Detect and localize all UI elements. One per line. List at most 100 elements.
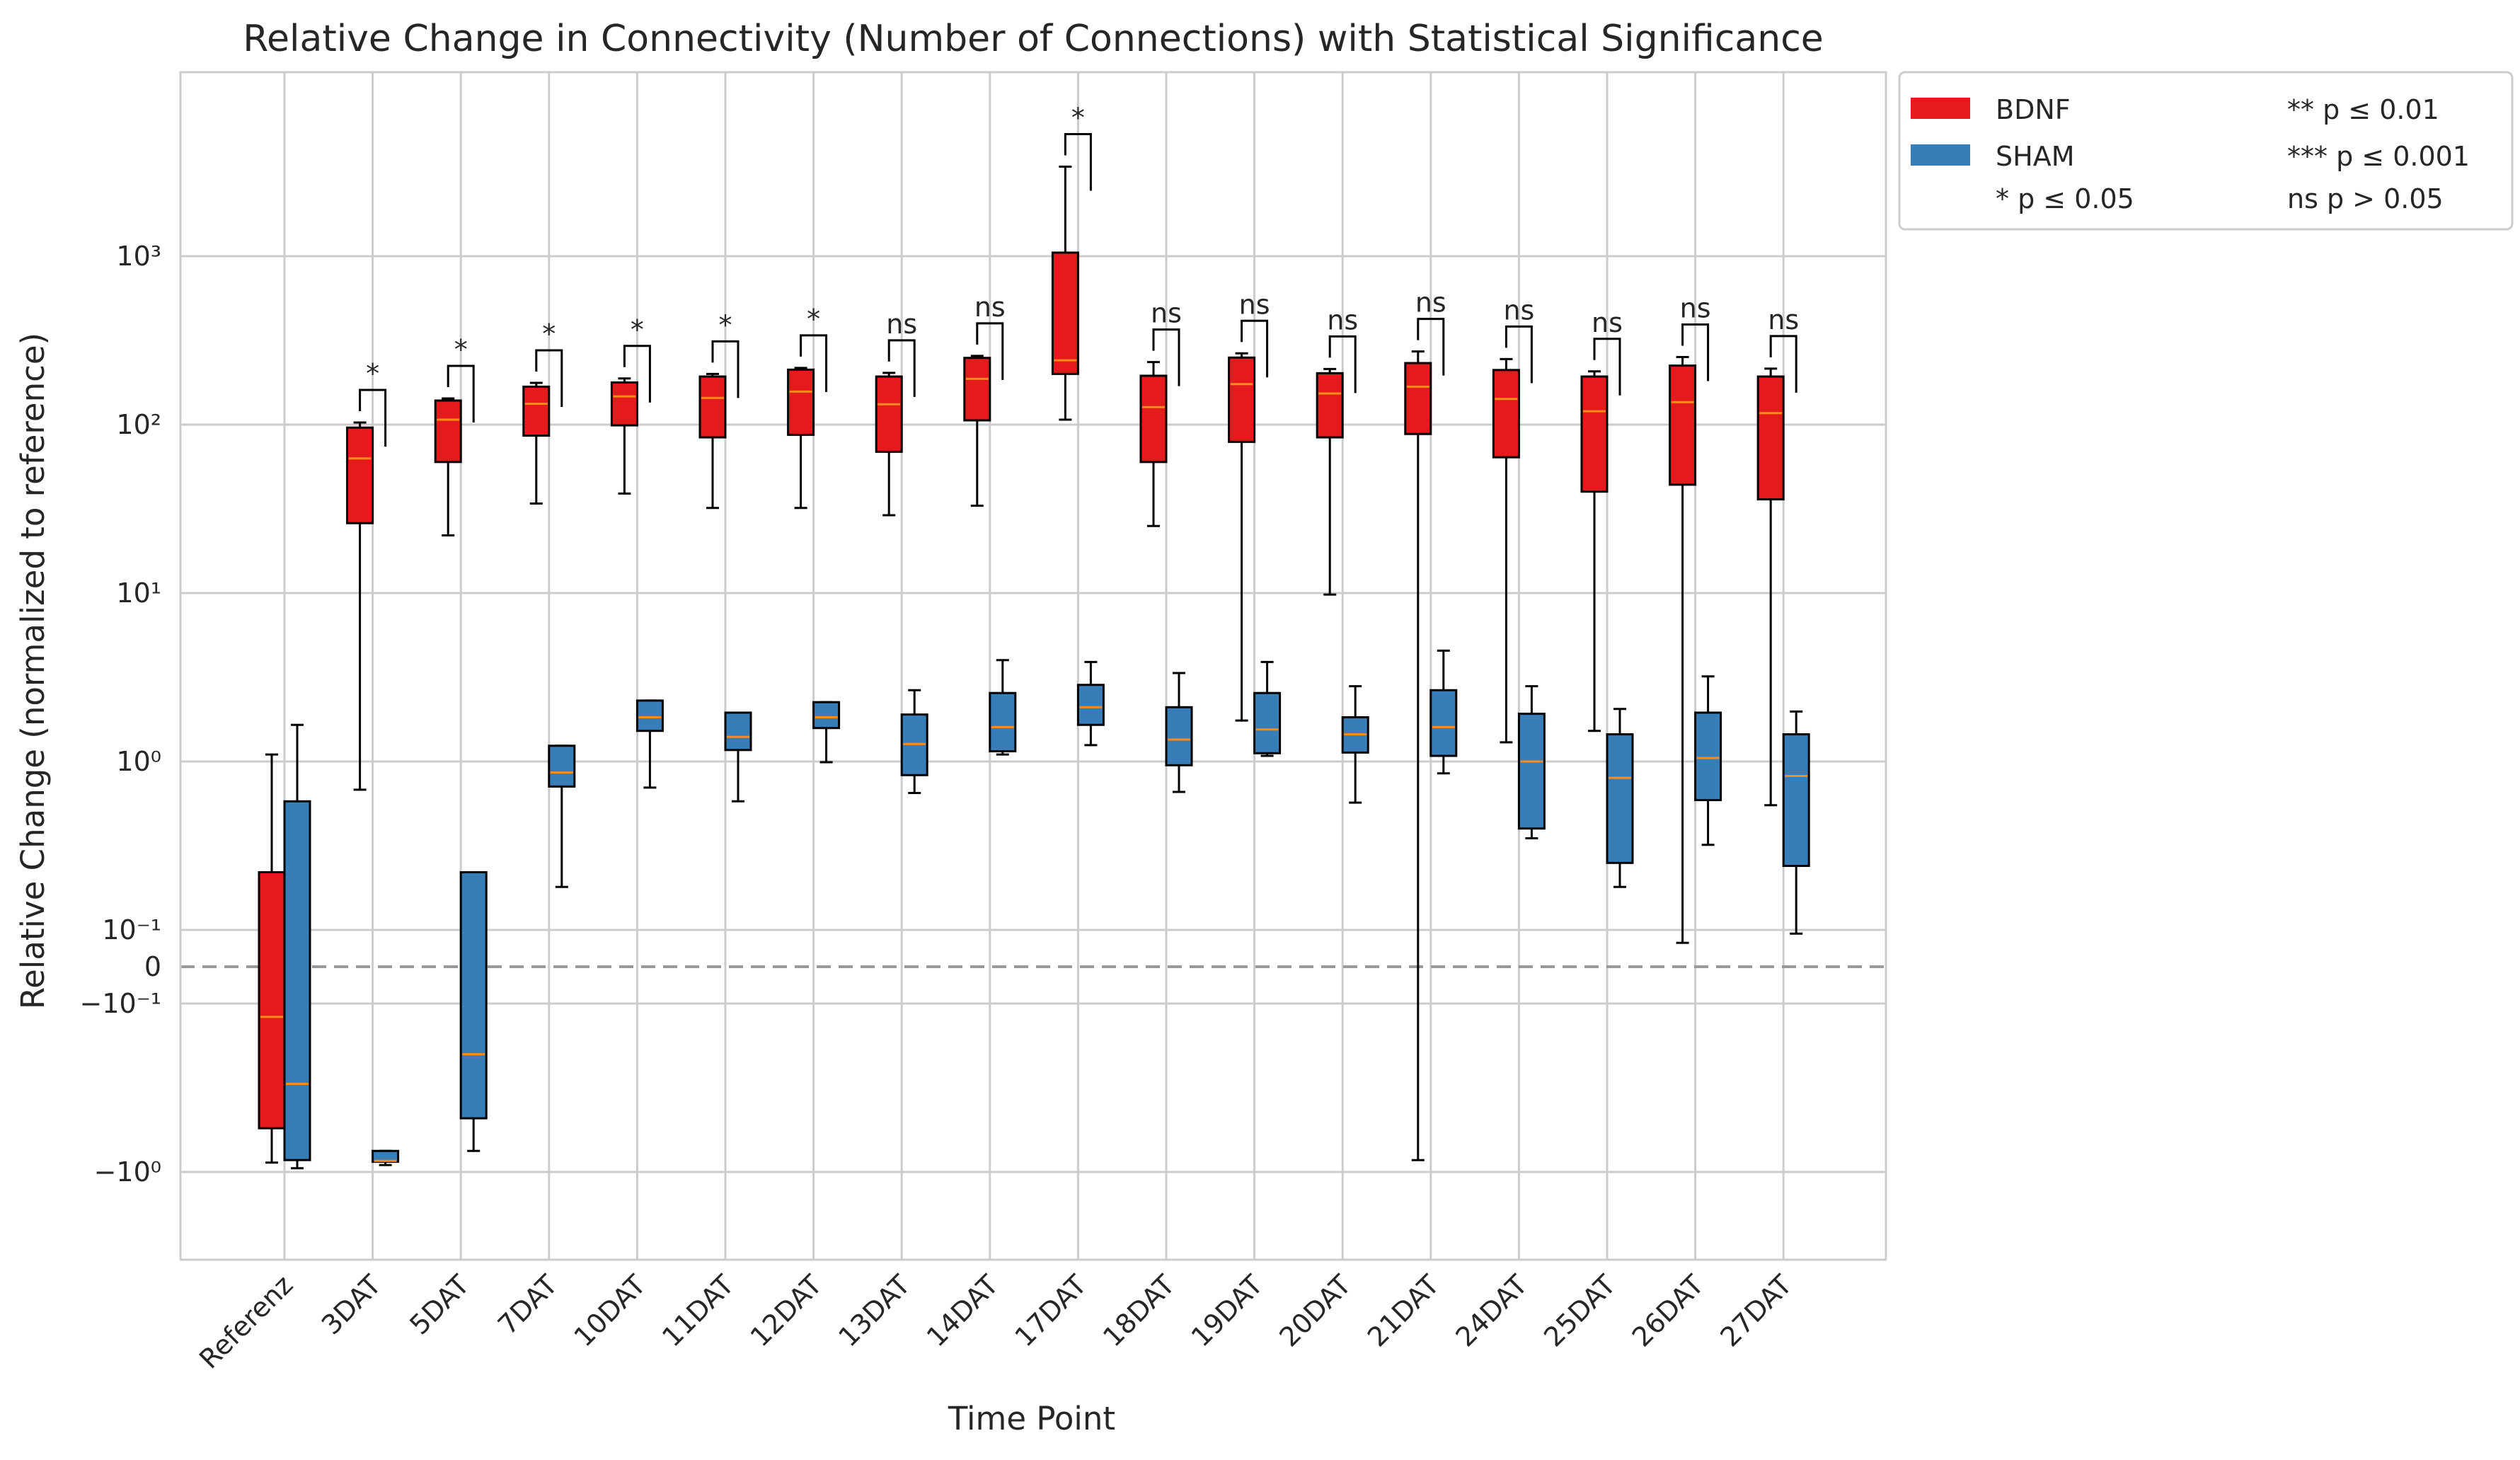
box-bdnf-27DAT — [1756, 367, 1785, 807]
box-body — [1253, 691, 1282, 754]
significance-bracket — [711, 340, 740, 398]
box-body — [989, 691, 1017, 753]
significance-bracket — [1681, 323, 1710, 381]
significance-bracket — [1241, 319, 1269, 378]
significance-label: ns — [886, 309, 917, 340]
box-body — [459, 871, 488, 1120]
chart-title: Relative Change in Connectivity (Number … — [243, 18, 1824, 60]
y-axis-ticks: 10³ 10² 10¹ 10⁰ 10⁻¹ 0 −10⁻¹ −10⁰ — [80, 241, 161, 1188]
significance-19DAT: ns — [1239, 289, 1270, 378]
y-tick-label: 10¹ — [116, 577, 161, 609]
significance-5DAT: * — [447, 334, 475, 423]
significance-label: * — [1071, 103, 1085, 134]
significance-10DAT: * — [623, 314, 651, 403]
significance-label: * — [631, 314, 644, 345]
significance-label: ns — [1151, 298, 1182, 329]
significance-bracket — [976, 322, 1004, 380]
box-sham-12DAT — [812, 701, 841, 764]
box-body — [1756, 375, 1785, 501]
significance-25DAT: ns — [1592, 307, 1623, 396]
box-sham-11DAT — [724, 711, 752, 803]
box-bdnf-12DAT — [787, 367, 815, 510]
box-bdnf-25DAT — [1580, 370, 1609, 732]
box-body — [787, 368, 815, 436]
box-body — [1669, 364, 1697, 486]
box-body — [1694, 711, 1722, 802]
legend-note-p0001: *** p ≤ 0.001 — [2287, 141, 2470, 172]
box-body — [1404, 362, 1432, 435]
box-body — [1076, 684, 1105, 726]
box-sham-27DAT — [1782, 710, 1810, 935]
significance-label: ns — [1680, 292, 1711, 323]
box-body — [283, 800, 311, 1161]
box-sham-26DAT — [1694, 675, 1722, 846]
box-bdnf-11DAT — [698, 372, 727, 510]
box-body — [1165, 706, 1193, 766]
significance-label: * — [719, 309, 732, 340]
box-body — [1429, 689, 1458, 757]
legend-note-p001: ** p ≤ 0.01 — [2287, 94, 2439, 125]
box-body — [812, 701, 841, 730]
significance-bracket — [359, 389, 387, 447]
box-bdnf-3DAT — [346, 421, 374, 791]
box-bdnf-7DAT — [522, 381, 551, 505]
legend-label-sham: SHAM — [1996, 141, 2074, 172]
box-body — [698, 375, 727, 439]
box-body — [635, 699, 664, 732]
y-tick-label: 10² — [116, 409, 161, 440]
box-body — [1606, 733, 1634, 864]
significance-label: * — [366, 358, 379, 389]
significance-bracket — [1504, 325, 1533, 384]
significance-3DAT: * — [359, 358, 387, 447]
legend: BDNF SHAM * p ≤ 0.05 ** p ≤ 0.01 *** p ≤… — [1898, 71, 2514, 231]
box-sham-17DAT — [1076, 660, 1105, 747]
legend-note-p005: * p ≤ 0.05 — [1996, 183, 2134, 214]
significance-bracket — [1593, 338, 1621, 396]
significance-12DAT: * — [800, 304, 828, 392]
significance-bracket — [623, 345, 651, 403]
significance-annotations: * * * * * * ns ns * ns ns ns ns ns ns ns ns — [359, 103, 1799, 447]
legend-frame — [1898, 71, 2514, 231]
significance-label: ns — [1503, 294, 1534, 326]
significance-27DAT: ns — [1768, 304, 1799, 393]
significance-label: ns — [1239, 289, 1270, 320]
legend-swatch-sham — [1911, 144, 1970, 166]
significance-label: * — [807, 304, 820, 335]
significance-7DAT: * — [535, 318, 563, 407]
box-bdnf-18DAT — [1139, 361, 1168, 527]
plot-area-frame — [179, 71, 1887, 1261]
box-body — [1782, 733, 1810, 868]
legend-swatch-bdnf — [1911, 98, 1970, 119]
significance-bracket — [1417, 318, 1445, 376]
significance-bracket — [535, 349, 563, 407]
box-sham-Referenz — [283, 723, 311, 1170]
significance-14DAT: ns — [974, 292, 1006, 380]
significance-18DAT: ns — [1151, 298, 1182, 386]
significance-label: * — [542, 318, 556, 350]
y-tick-label: 10⁰ — [116, 746, 161, 777]
box-body — [258, 871, 286, 1130]
significance-17DAT: * — [1064, 103, 1092, 191]
box-bdnf-20DAT — [1316, 367, 1344, 596]
significance-bracket — [800, 334, 828, 392]
significance-bracket — [887, 339, 916, 397]
significance-21DAT: ns — [1415, 287, 1446, 376]
box-body — [434, 399, 462, 464]
significance-bracket — [1328, 335, 1357, 393]
y-tick-label: 0 — [144, 951, 161, 982]
box-sham-21DAT — [1429, 649, 1458, 775]
legend-label-bdnf: BDNF — [1996, 94, 2071, 125]
box-body — [1051, 251, 1079, 375]
box-body — [875, 375, 903, 453]
grid-lines — [180, 72, 1886, 1260]
significance-label: * — [454, 334, 468, 365]
box-bdnf-26DAT — [1669, 355, 1697, 944]
box-sham-5DAT — [459, 871, 488, 1152]
significance-bracket — [447, 364, 475, 423]
significance-20DAT: ns — [1327, 304, 1358, 393]
box-body — [1228, 356, 1256, 443]
box-bdnf-13DAT — [875, 372, 903, 517]
box-sham-24DAT — [1517, 685, 1546, 840]
significance-26DAT: ns — [1680, 292, 1711, 381]
